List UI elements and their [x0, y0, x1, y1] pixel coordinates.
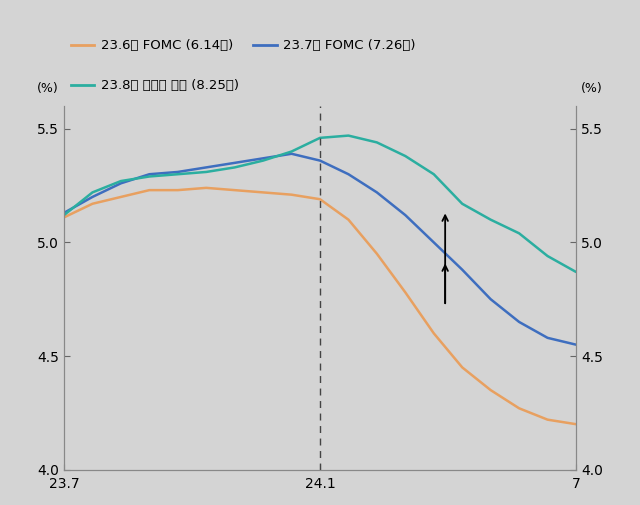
Text: (%): (%) [581, 82, 603, 95]
Legend: 23.8월 잭슨홈 연설 (8.25일): 23.8월 잭슨홈 연설 (8.25일) [70, 79, 239, 92]
Text: (%): (%) [37, 82, 59, 95]
